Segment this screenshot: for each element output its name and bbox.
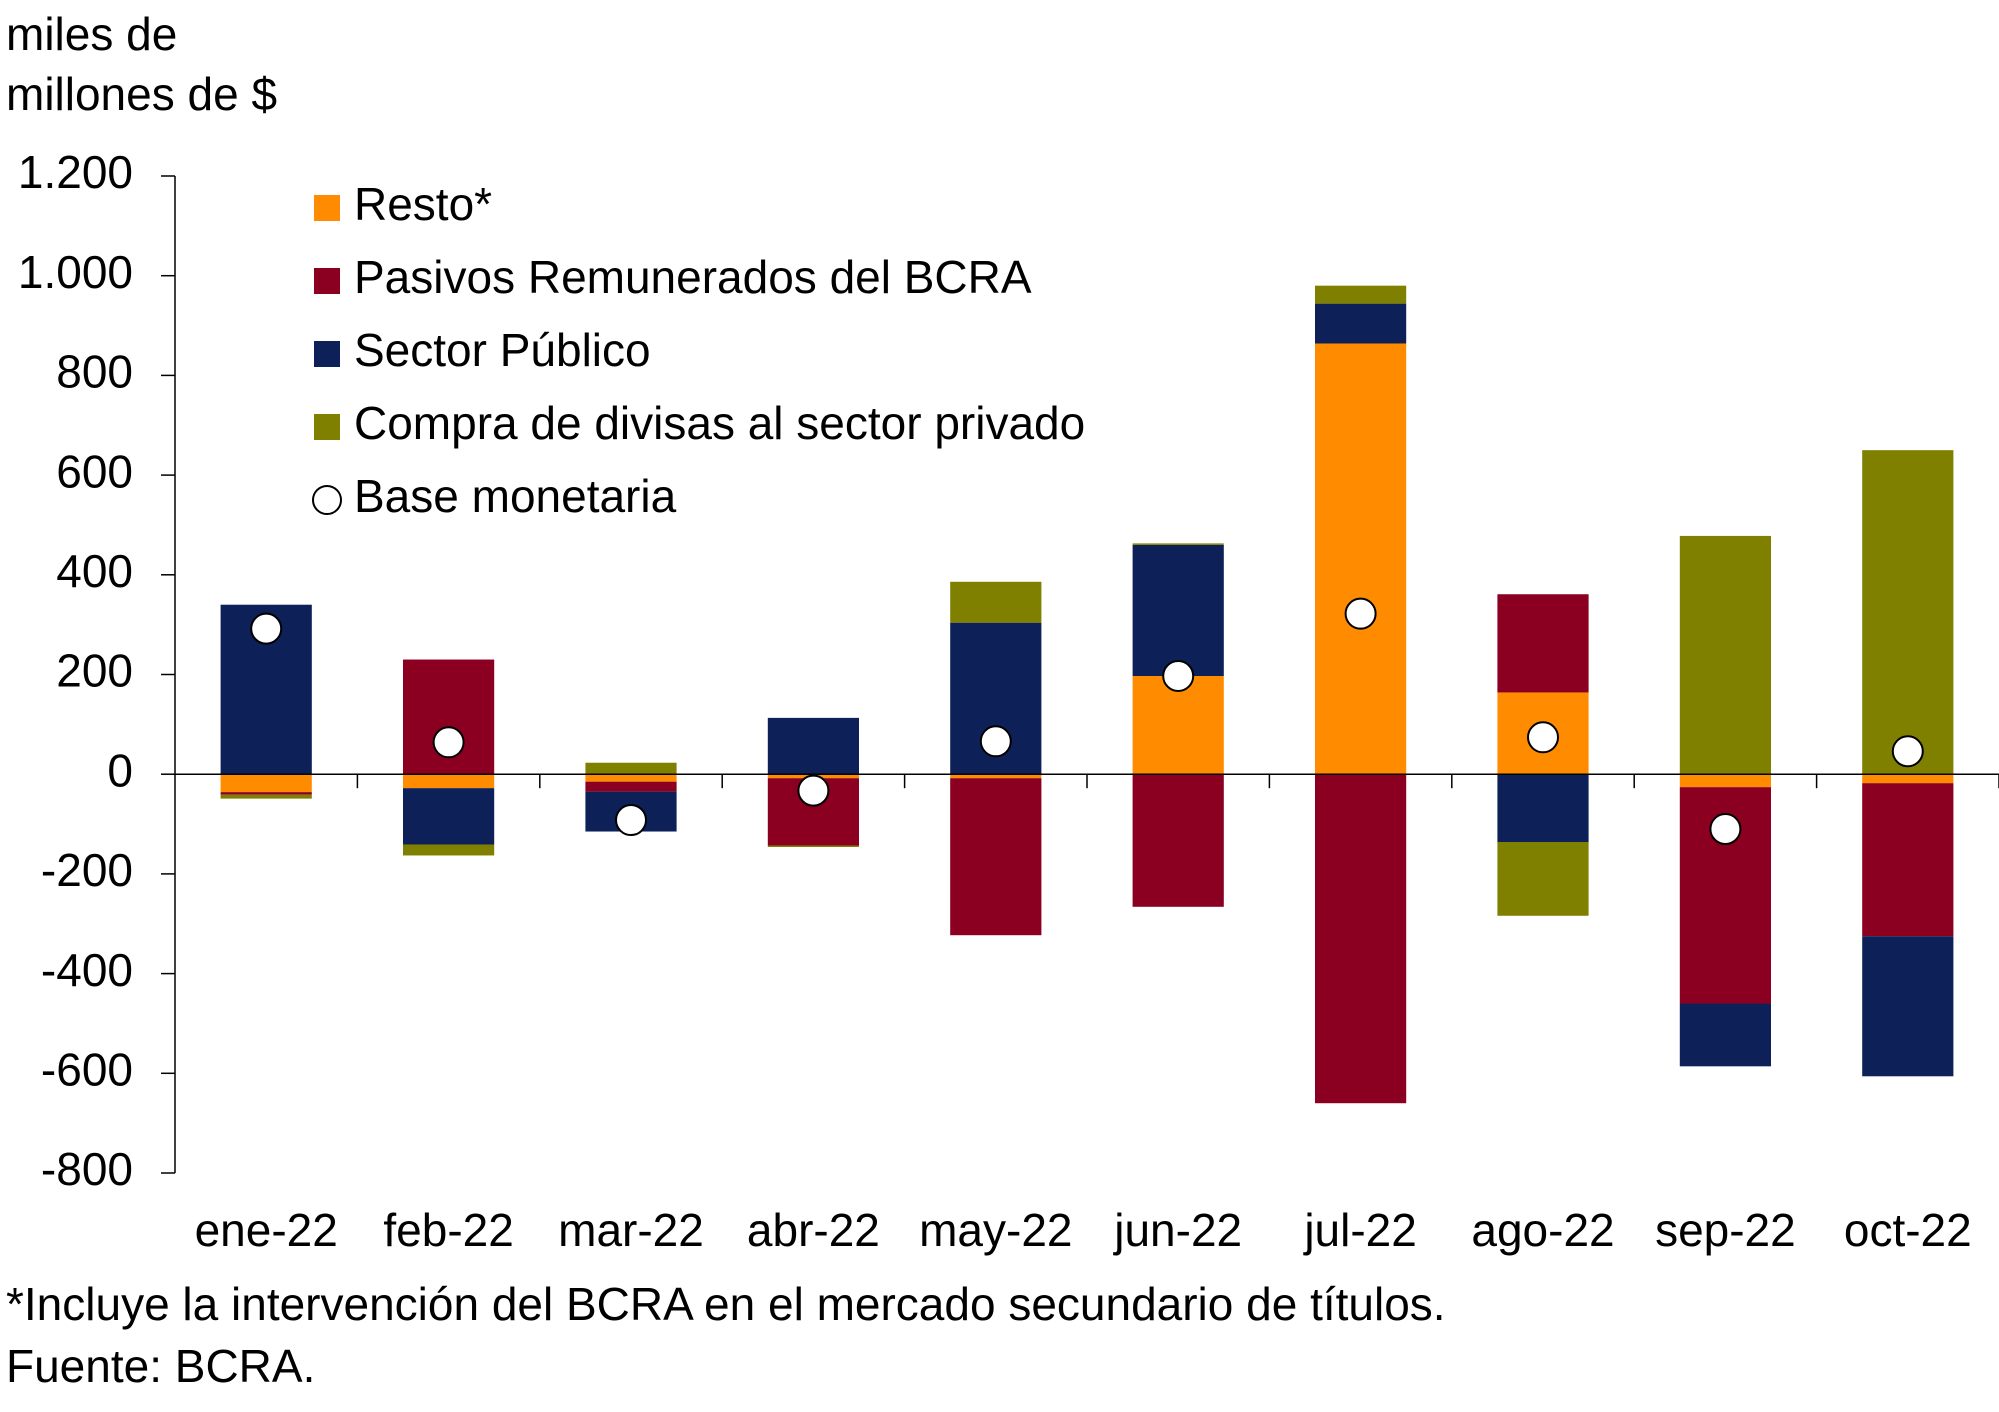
bar-segment bbox=[950, 774, 1042, 779]
legend-marker bbox=[312, 485, 342, 515]
bar-segment bbox=[403, 844, 495, 856]
bar-segment bbox=[585, 762, 677, 775]
bar-segment bbox=[1315, 285, 1407, 304]
legend-label: Compra de divisas al sector privado bbox=[354, 397, 1085, 449]
bar-segment bbox=[585, 781, 677, 792]
base-point bbox=[615, 804, 647, 837]
x-tick-label: jul-22 bbox=[1302, 1204, 1417, 1256]
bar-segment bbox=[950, 581, 1042, 623]
base-point bbox=[979, 725, 1012, 758]
base-point bbox=[1709, 813, 1742, 846]
y-tick-label: 600 bbox=[56, 445, 133, 497]
bar-segment bbox=[1497, 774, 1589, 842]
base-point bbox=[1162, 659, 1195, 692]
bar-segment bbox=[1862, 774, 1954, 784]
bar-segment bbox=[1132, 675, 1224, 775]
bar-segment bbox=[1132, 543, 1224, 545]
bar-segment bbox=[1315, 774, 1407, 1104]
x-tick-label: may-22 bbox=[919, 1204, 1072, 1256]
bar-segment bbox=[950, 778, 1042, 936]
bar-segment bbox=[1862, 936, 1954, 1077]
x-tick-label: oct-22 bbox=[1844, 1204, 1972, 1256]
x-tick-label: sep-22 bbox=[1655, 1204, 1796, 1256]
bar-segment bbox=[220, 792, 312, 795]
bar-segment bbox=[1679, 535, 1771, 775]
bar-segment bbox=[1862, 450, 1954, 775]
base-point bbox=[250, 612, 283, 645]
legend-swatch bbox=[314, 195, 340, 221]
bar-segment bbox=[1315, 303, 1407, 344]
footnote: *Incluye la intervención del BCRA en el … bbox=[6, 1278, 1446, 1330]
bar-segment bbox=[403, 774, 495, 789]
bar-segment bbox=[1679, 774, 1771, 788]
bar-segment bbox=[1315, 343, 1407, 775]
y-tick-label: 1.200 bbox=[18, 146, 133, 198]
bar-segment bbox=[403, 788, 495, 845]
y-tick-label: -800 bbox=[41, 1143, 133, 1195]
bar-segment bbox=[1132, 544, 1224, 676]
bar-segment bbox=[220, 794, 312, 799]
bar-segment bbox=[1862, 783, 1954, 937]
legend-swatch bbox=[314, 341, 340, 367]
y-axis-label: miles de bbox=[6, 8, 177, 60]
x-tick-label: mar-22 bbox=[558, 1204, 704, 1256]
base-point bbox=[797, 774, 830, 807]
y-tick-label: 0 bbox=[107, 744, 133, 796]
y-tick-label: 400 bbox=[56, 545, 133, 597]
legend-label: Sector Público bbox=[354, 324, 651, 376]
legend-label: Pasivos Remunerados del BCRA bbox=[354, 251, 1032, 303]
legend-swatch bbox=[314, 268, 340, 294]
legend-swatch bbox=[314, 414, 340, 440]
y-tick-label: -600 bbox=[41, 1043, 133, 1095]
bar-segment bbox=[767, 717, 859, 775]
bar-segment bbox=[1132, 774, 1224, 907]
base-point bbox=[1891, 735, 1924, 768]
x-tick-label: feb-22 bbox=[383, 1204, 513, 1256]
base-point bbox=[1527, 721, 1559, 754]
legend-label: Resto* bbox=[354, 178, 492, 230]
y-tick-label: 1.000 bbox=[18, 246, 133, 298]
y-axis-label: millones de $ bbox=[6, 68, 277, 120]
y-tick-label: -200 bbox=[41, 844, 133, 896]
y-tick-label: -400 bbox=[41, 944, 133, 996]
bar-segment bbox=[767, 845, 859, 847]
bar-segment bbox=[1497, 594, 1589, 693]
source: Fuente: BCRA. bbox=[6, 1340, 315, 1392]
x-tick-label: abr-22 bbox=[747, 1204, 880, 1256]
y-tick-label: 200 bbox=[56, 645, 133, 697]
bar-segment bbox=[1497, 841, 1589, 916]
x-tick-label: jun-22 bbox=[1112, 1204, 1242, 1256]
base-point bbox=[1344, 597, 1377, 630]
bar-segment bbox=[220, 774, 312, 793]
x-tick-label: ene-22 bbox=[195, 1204, 338, 1256]
base-point bbox=[432, 726, 465, 759]
x-tick-label: ago-22 bbox=[1471, 1204, 1614, 1256]
bar-segment bbox=[585, 774, 677, 782]
y-tick-label: 800 bbox=[56, 346, 133, 398]
bar-segment bbox=[1679, 1003, 1771, 1067]
legend-label: Base monetaria bbox=[354, 470, 677, 522]
